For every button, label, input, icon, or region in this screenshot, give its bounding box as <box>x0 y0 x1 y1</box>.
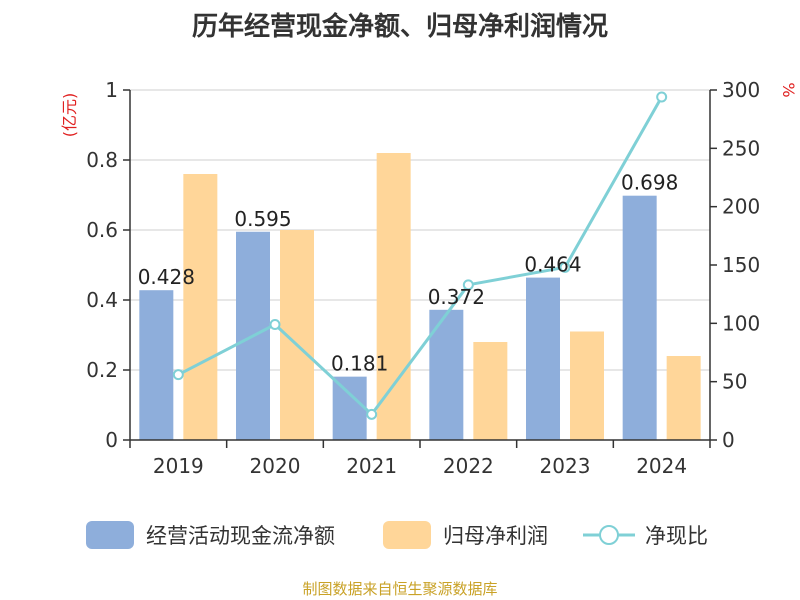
left-axis-unit: (亿元) <box>60 93 79 138</box>
cash-flow-data-label: 0.181 <box>331 352 388 376</box>
legend-swatch-net-profit <box>383 521 431 549</box>
ratio-point <box>559 261 571 273</box>
ratio-point <box>366 408 378 420</box>
net-profit-bar <box>473 342 508 440</box>
cash-flow-bar <box>622 195 657 440</box>
right-tick-label: 250 <box>722 136 760 160</box>
x-tick-label: 2024 <box>636 454 687 478</box>
bars <box>139 153 701 440</box>
cash-flow-data-label: 0.464 <box>524 253 581 277</box>
ratio-line-path <box>177 96 663 416</box>
net-profit-bar <box>376 153 411 440</box>
right-tick-label: 300 <box>722 78 760 102</box>
x-tick-label: 2019 <box>153 454 204 478</box>
cash-flow-data-label: 0.595 <box>234 207 291 231</box>
cash-flow-data-label: 0.428 <box>138 265 195 289</box>
legend-label-cash-flow: 经营活动现金流净额 <box>146 524 335 548</box>
right-tick-label: 200 <box>722 195 760 219</box>
x-tick-label: 2020 <box>250 454 301 478</box>
cash-flow-bar <box>332 376 367 440</box>
right-axis-unit: % <box>779 82 798 97</box>
legend-marker-ratio <box>599 525 619 545</box>
ratio-point <box>269 319 281 330</box>
legend-label-ratio: 净现比 <box>645 524 708 548</box>
data-labels: 0.428 0.595 0.181 0.372 0.464 0.698 <box>138 171 679 376</box>
left-tick-label: 1 <box>105 78 118 102</box>
axes: 0 0.2 0.4 0.6 0.8 1 0 50 100 150 200 250 300 2019 2020… <box>86 78 760 478</box>
right-tick-label: 50 <box>722 370 747 394</box>
chart-title: 历年经营现金净额、归母净利润情况 <box>191 12 608 42</box>
net-profit-bar <box>570 331 604 440</box>
left-tick-label: 0.8 <box>86 148 118 172</box>
right-tick-label: 150 <box>722 253 760 277</box>
cash-flow-data-label: 0.698 <box>621 171 678 195</box>
net-profit-bar <box>183 174 218 440</box>
right-tick-label: 0 <box>722 428 735 452</box>
x-tick-label: 2021 <box>346 454 397 478</box>
source-note: 制图数据来自恒生聚源数据库 <box>302 580 498 598</box>
left-tick-label: 0.2 <box>86 358 118 382</box>
cash-flow-data-label: 0.372 <box>428 285 485 309</box>
legend-swatch-cash-flow <box>86 521 134 549</box>
right-tick-label: 100 <box>722 311 760 335</box>
ratio-point <box>656 91 668 103</box>
net-profit-bar <box>666 356 701 440</box>
ratio-point <box>172 369 184 381</box>
x-tick-label: 2023 <box>540 454 591 478</box>
cash-flow-bar <box>526 277 560 440</box>
left-tick-label: 0.4 <box>86 288 118 312</box>
legend: 经营活动现金流净额 归母净利润 净现比 <box>86 521 708 549</box>
x-tick-label: 2022 <box>443 454 494 478</box>
legend-label-net-profit: 归母净利润 <box>443 524 548 548</box>
left-tick-label: 0.6 <box>86 218 118 242</box>
ratio-point <box>462 279 474 291</box>
ratio-line <box>172 91 668 420</box>
left-tick-label: 0 <box>105 428 118 452</box>
cash-flow-bar <box>139 290 174 440</box>
